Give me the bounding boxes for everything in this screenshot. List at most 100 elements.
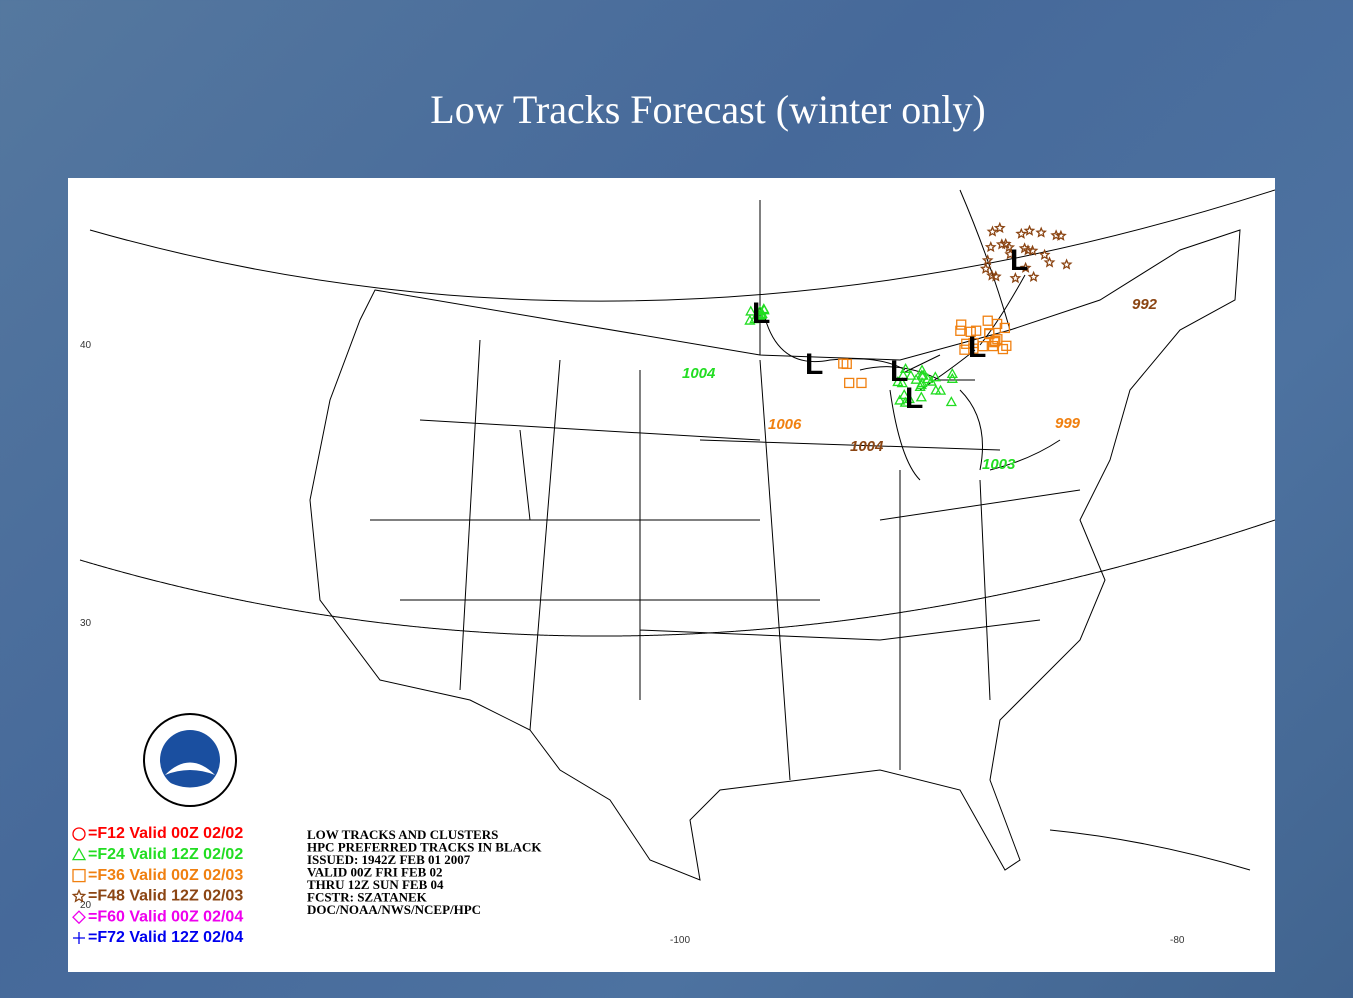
symbol xyxy=(965,326,976,337)
symbol xyxy=(899,362,912,374)
symbol xyxy=(915,391,927,402)
legend-label: =F36 Valid 00Z 02/03 xyxy=(88,867,243,884)
legend-label: =F48 Valid 12Z 02/03 xyxy=(88,888,243,905)
symbol xyxy=(984,328,995,340)
symbol xyxy=(946,367,958,379)
map-background xyxy=(68,178,1275,972)
low-marker: L xyxy=(890,355,908,388)
info-line: VALID 00Z FRI FEB 02 xyxy=(307,864,443,879)
symbol xyxy=(896,377,908,388)
state-borders xyxy=(370,339,1081,781)
symbol xyxy=(1018,242,1031,254)
lon-label: -80 xyxy=(1170,935,1185,946)
legend-label: =F72 Valid 12Z 02/04 xyxy=(88,929,243,946)
low-marker: L xyxy=(805,348,823,381)
info-line: ISSUED: 1942Z FEB 01 2007 xyxy=(307,852,471,867)
symbol xyxy=(905,369,917,380)
symbol xyxy=(892,376,904,387)
preferred-tracks xyxy=(764,274,1026,391)
pressure-label: 1003 xyxy=(982,456,1016,473)
pressure-label: 1004 xyxy=(682,365,716,382)
symbol xyxy=(925,375,937,386)
symbol xyxy=(961,338,972,349)
symbol xyxy=(71,847,87,861)
symbol xyxy=(71,888,87,903)
info-line: LOW TRACKS AND CLUSTERS xyxy=(307,827,498,842)
symbol xyxy=(1009,271,1022,284)
symbol xyxy=(1035,226,1047,238)
pressure-label: 1004 xyxy=(850,438,884,455)
symbol xyxy=(1038,248,1051,260)
symbol xyxy=(995,238,1008,250)
symbol xyxy=(997,343,1009,355)
symbol xyxy=(1001,340,1012,351)
low-marker: L xyxy=(968,331,986,364)
symbol xyxy=(755,308,768,320)
symbol xyxy=(987,340,999,352)
symbol xyxy=(838,358,849,369)
symbol xyxy=(986,225,999,237)
symbol xyxy=(1026,244,1039,256)
symbol xyxy=(990,335,1001,347)
symbol xyxy=(903,392,915,404)
symbol xyxy=(993,221,1006,234)
symbol xyxy=(1027,270,1040,282)
symbol xyxy=(916,376,928,388)
symbol xyxy=(856,377,867,389)
us-outline xyxy=(309,229,1241,881)
symbol xyxy=(72,868,86,883)
slide-title: Low Tracks Forecast (winter only) xyxy=(430,87,986,132)
symbol xyxy=(898,388,910,400)
symbol xyxy=(758,304,770,315)
lat-label: 20 xyxy=(80,900,92,911)
noaa-logo xyxy=(143,713,237,807)
pressure-label: 999 xyxy=(1055,415,1081,432)
symbol xyxy=(844,377,855,389)
symbol xyxy=(1004,248,1016,260)
symbol xyxy=(917,369,929,380)
symbol xyxy=(956,319,967,330)
symbol xyxy=(977,341,988,352)
info-line: DOC/NOAA/NWS/NCEP/HPC xyxy=(307,902,481,917)
symbol xyxy=(1043,256,1056,268)
canada-borders xyxy=(759,189,1011,355)
legend-label: =F12 Valid 00Z 02/02 xyxy=(88,825,243,842)
symbol xyxy=(1054,229,1067,241)
symbol xyxy=(73,932,85,944)
symbol xyxy=(979,262,992,274)
symbol xyxy=(72,910,86,925)
info-line: HPC PREFERRED TRACKS IN BLACK xyxy=(307,839,542,854)
symbol xyxy=(946,372,958,383)
lon-label: -100 xyxy=(670,935,690,946)
low-marker: L xyxy=(1010,244,1028,277)
symbol xyxy=(1019,261,1032,273)
symbol xyxy=(894,394,906,405)
symbol xyxy=(955,325,966,336)
symbol xyxy=(916,364,928,375)
lat-label: 30 xyxy=(80,618,92,629)
legend-label: =F24 Valid 12Z 02/02 xyxy=(88,846,243,863)
pressure-label: 1006 xyxy=(768,416,802,433)
pressure-label: 992 xyxy=(1132,296,1158,313)
cuba xyxy=(1049,829,1251,871)
symbol xyxy=(1023,224,1036,236)
symbol xyxy=(930,384,942,395)
symbol xyxy=(989,270,1002,282)
legend-label: =F60 Valid 00Z 02/04 xyxy=(88,908,243,925)
lat-label: 40 xyxy=(80,340,92,351)
symbol xyxy=(1060,258,1073,270)
info-line: THRU 12Z SUN FEB 04 xyxy=(307,877,444,892)
symbol xyxy=(897,369,909,380)
graticule xyxy=(89,189,1275,302)
symbol xyxy=(929,371,941,382)
symbol xyxy=(1003,241,1016,253)
low-marker: L xyxy=(752,297,770,330)
low-marker: L xyxy=(905,382,923,415)
symbol xyxy=(999,322,1010,334)
info-line: FCSTR: SZATANEK xyxy=(307,889,428,904)
symbol xyxy=(1015,227,1028,239)
geography xyxy=(79,189,1275,881)
symbol xyxy=(971,325,982,336)
